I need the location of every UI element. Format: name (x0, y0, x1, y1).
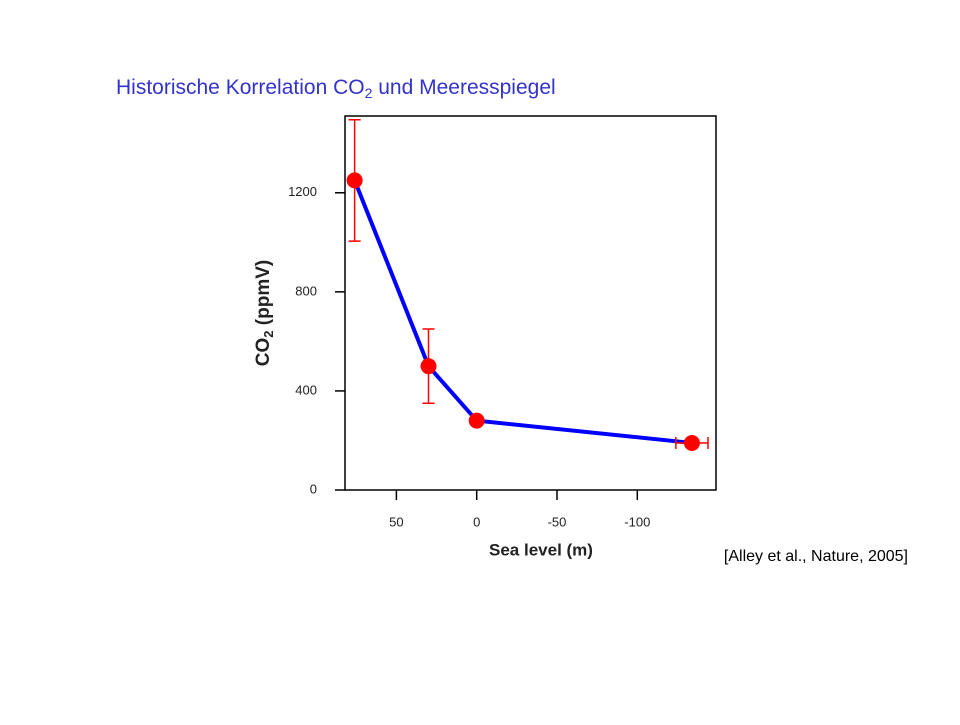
y-axis-label: CO2 (ppmV) (253, 260, 276, 366)
title-subscript: 2 (365, 85, 373, 101)
plot-frame (344, 115, 717, 491)
data-line (352, 179, 693, 445)
slide-title: Historische Korrelation CO2 und Meeressp… (116, 76, 556, 101)
y-tick-label: 1200 (288, 184, 317, 199)
data-point (420, 358, 437, 375)
title-part: und Meeresspiegel (372, 76, 555, 99)
y-tick-label: 800 (295, 283, 317, 298)
data-point (346, 172, 363, 189)
x-tick-label: 50 (389, 514, 403, 529)
y-tick-label: 400 (295, 382, 317, 397)
y-label-subscript: 2 (261, 330, 276, 337)
y-label-part: CO (253, 338, 274, 367)
y-label-part: (ppmV) (253, 260, 274, 331)
source-annotation: [Alley et al., Nature, 2005] (724, 548, 908, 565)
title-part: Historische Korrelation CO (116, 76, 365, 99)
data-point (468, 412, 485, 429)
x-axis-label: Sea level (m) (489, 540, 593, 559)
data-point (683, 434, 700, 451)
x-tick-label: -50 (548, 514, 567, 529)
y-tick-label: 0 (310, 481, 317, 496)
x-tick-label: -100 (624, 514, 650, 529)
x-tick-label: 0 (473, 514, 480, 529)
